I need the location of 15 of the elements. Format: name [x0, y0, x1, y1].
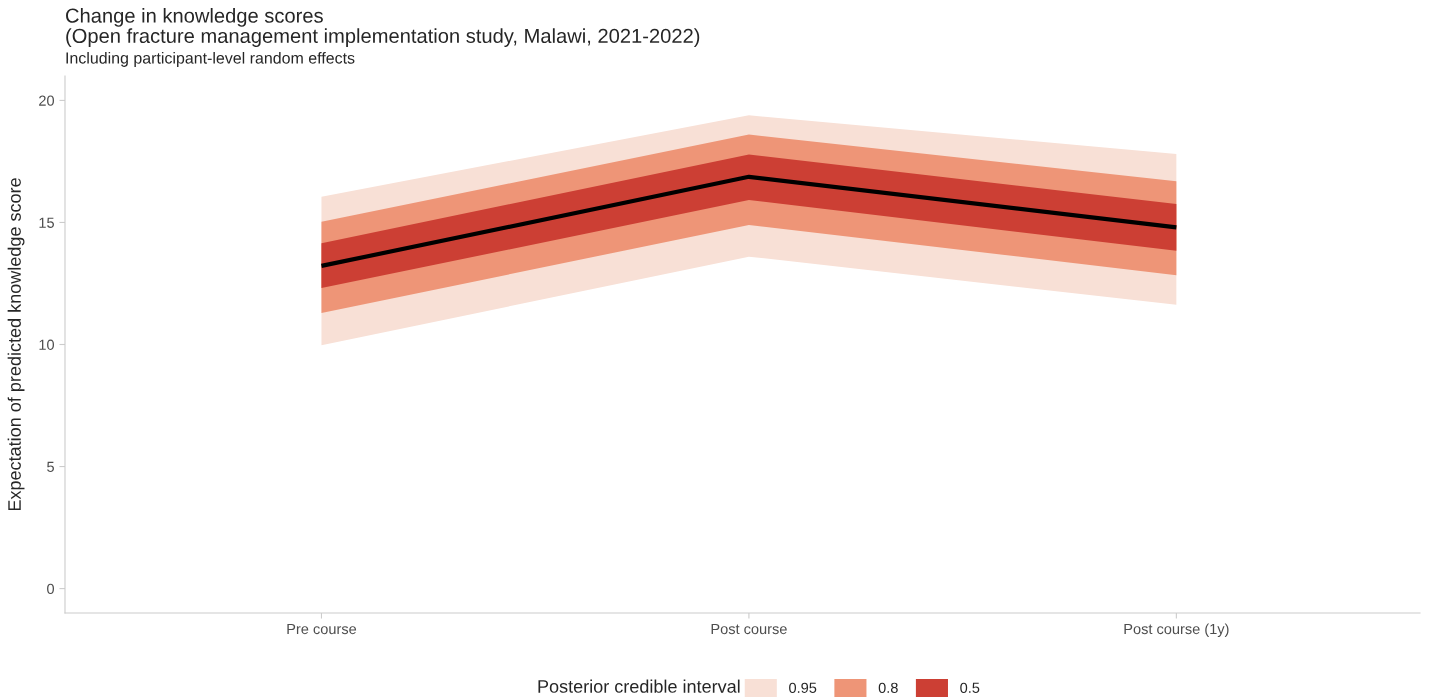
y-tick-label: 10: [39, 339, 55, 350]
y-tick-label: 15: [39, 217, 54, 228]
y-axis-title: Expectation of predicted knowledge score: [7, 178, 25, 511]
x-tick-label: Post course: [711, 623, 787, 635]
legend-label: 0.8: [878, 682, 898, 693]
chart-subtitle: Including participant-level random effects: [66, 52, 355, 67]
y-tick-label: 20: [39, 95, 55, 106]
y-tick-label: 0: [47, 583, 55, 595]
legend-label: 0.5: [960, 682, 980, 693]
x-tick-label: Post course (1y): [1124, 623, 1229, 638]
y-tick-label: 5: [47, 461, 54, 472]
legend-label: 0.95: [789, 682, 817, 693]
legend-title: Posterior credible interval: [538, 679, 740, 693]
x-tick-label: Pre course: [287, 623, 357, 635]
chart-title: Change in knowledge scores (Open fracture management implementation study, Malawi, 2021-2022): [66, 8, 700, 48]
